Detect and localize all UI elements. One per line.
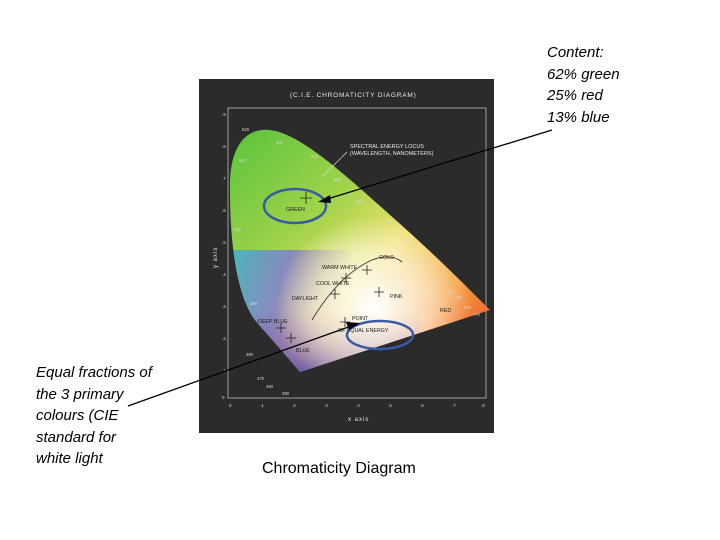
wl-490: 490 xyxy=(250,301,258,306)
y-tick: .9 xyxy=(222,112,226,117)
label-cool-white: COOL WHITE xyxy=(316,281,350,287)
wl-470: 470 xyxy=(257,376,265,381)
y-axis-ticks: .9 .8 .7 .6 .5 .4 .3 .2 .1 0 xyxy=(222,112,226,400)
x-tick: .6 xyxy=(420,403,424,408)
annotation-line: Equal fractions of xyxy=(36,364,152,381)
x-tick: .1 xyxy=(260,403,264,408)
x-tick: .3 xyxy=(324,403,328,408)
wl-460: 460 xyxy=(266,384,274,389)
x-tick: .2 xyxy=(292,403,296,408)
annotation-line: 13% blue xyxy=(547,108,610,126)
annotation-line: the 3 primary xyxy=(36,385,124,403)
wl-480: 480 xyxy=(246,352,254,357)
marker-warm-white xyxy=(362,265,372,275)
black-body-locus xyxy=(311,256,403,321)
annotation-line: standard for xyxy=(36,428,117,446)
x-axis-label: x axis xyxy=(348,417,369,423)
wl-540: 540 xyxy=(311,154,319,159)
y-tick: .8 xyxy=(222,144,226,149)
wl-560: 560 xyxy=(356,199,364,204)
annotation-line: Content: xyxy=(547,44,604,61)
y-tick: .6 xyxy=(222,208,226,213)
green-highlight-ellipse xyxy=(262,187,328,225)
label-point: POINT xyxy=(352,316,369,322)
label-equal-energy: OF EQUAL ENERGY xyxy=(338,328,389,334)
y-tick: .2 xyxy=(222,336,226,341)
x-tick: .4 xyxy=(356,403,360,408)
x-tick: .8 xyxy=(481,403,485,408)
annotation-line: 62% green xyxy=(547,65,620,83)
annotation-line: 25% red xyxy=(547,87,603,104)
marker-deep-blue xyxy=(276,323,286,333)
marker-equal-energy xyxy=(340,317,350,327)
spectral-locus-label-2: (WAVELENGTH, NANOMETERS) xyxy=(350,151,434,157)
wl-500: 500 xyxy=(234,227,242,232)
y-axis-label: y axis xyxy=(213,247,219,268)
marker-green xyxy=(300,192,312,204)
wl-510: 510 xyxy=(239,158,247,163)
marker-daylight xyxy=(330,289,340,299)
y-tick: 0 xyxy=(222,395,225,400)
wl-770: 770 xyxy=(473,312,481,317)
label-pink: PINK xyxy=(390,294,403,300)
region-labels: GREEN GOLD WARM WHITE COOL WHITE DAYLIGH… xyxy=(258,207,451,354)
wl-640: 640 xyxy=(464,305,472,310)
label-daylight: DAYLIGHT xyxy=(292,296,319,302)
annotation-line: colours (CIE xyxy=(36,407,119,424)
wl-580: 580 xyxy=(404,238,412,243)
y-tick: .4 xyxy=(222,272,226,277)
arrow-to-equal-energy xyxy=(127,322,360,407)
x-tick: .7 xyxy=(452,403,456,408)
content-annotation: Content: 62% green 25% red 13% blue xyxy=(547,42,620,128)
caption: Chromaticity Diagram xyxy=(262,460,416,477)
marker-pink xyxy=(374,287,384,297)
wl-610: 610 xyxy=(447,289,455,294)
annotation-line: white light xyxy=(36,450,103,467)
wl-530: 530 xyxy=(276,140,284,145)
x-tick: .5 xyxy=(388,403,392,408)
marker-cool-white xyxy=(341,273,351,283)
equal-fractions-annotation: Equal fractions of the 3 primary colours… xyxy=(36,362,152,470)
wl-570: 570 xyxy=(385,219,393,224)
wl-520: 520 xyxy=(242,127,250,132)
label-green: GREEN xyxy=(286,207,305,213)
wl-550: 550 xyxy=(334,177,342,182)
label-red: RED xyxy=(440,308,451,314)
wavelength-labels: 520 530 510 540 550 560 500 570 580 590 … xyxy=(234,127,481,396)
spectral-locus-label-1: SPECTRAL ENERGY LOCUS xyxy=(350,144,424,150)
arrow-to-green xyxy=(318,129,553,203)
wl-600: 600 xyxy=(437,278,445,283)
y-tick: .3 xyxy=(222,304,226,309)
spectral-locus-pointer xyxy=(322,151,348,177)
label-gold: GOLD xyxy=(379,255,394,261)
plot-frame xyxy=(227,107,487,399)
label-blue: BLUE xyxy=(296,348,310,354)
y-tick: .1 xyxy=(222,368,226,373)
wl-590: 590 xyxy=(423,261,431,266)
label-warm-white: WARM WHITE xyxy=(322,265,358,271)
label-deep-blue: DEEP BLUE xyxy=(258,319,288,325)
y-tick: .5 xyxy=(222,240,226,245)
x-tick: 0 xyxy=(229,403,232,408)
x-axis-ticks: 0 .1 .2 .3 .4 .5 .6 .7 .8 xyxy=(229,403,485,408)
diagram-title: (C.I.E. CHROMATICITY DIAGRAM) xyxy=(290,92,417,99)
wl-620: 620 xyxy=(455,295,463,300)
marker-blue xyxy=(286,333,296,343)
y-tick: .7 xyxy=(222,176,226,181)
color-point-markers xyxy=(276,192,384,343)
equal-energy-highlight-ellipse xyxy=(345,319,415,351)
wl-380: 380 xyxy=(282,391,290,396)
